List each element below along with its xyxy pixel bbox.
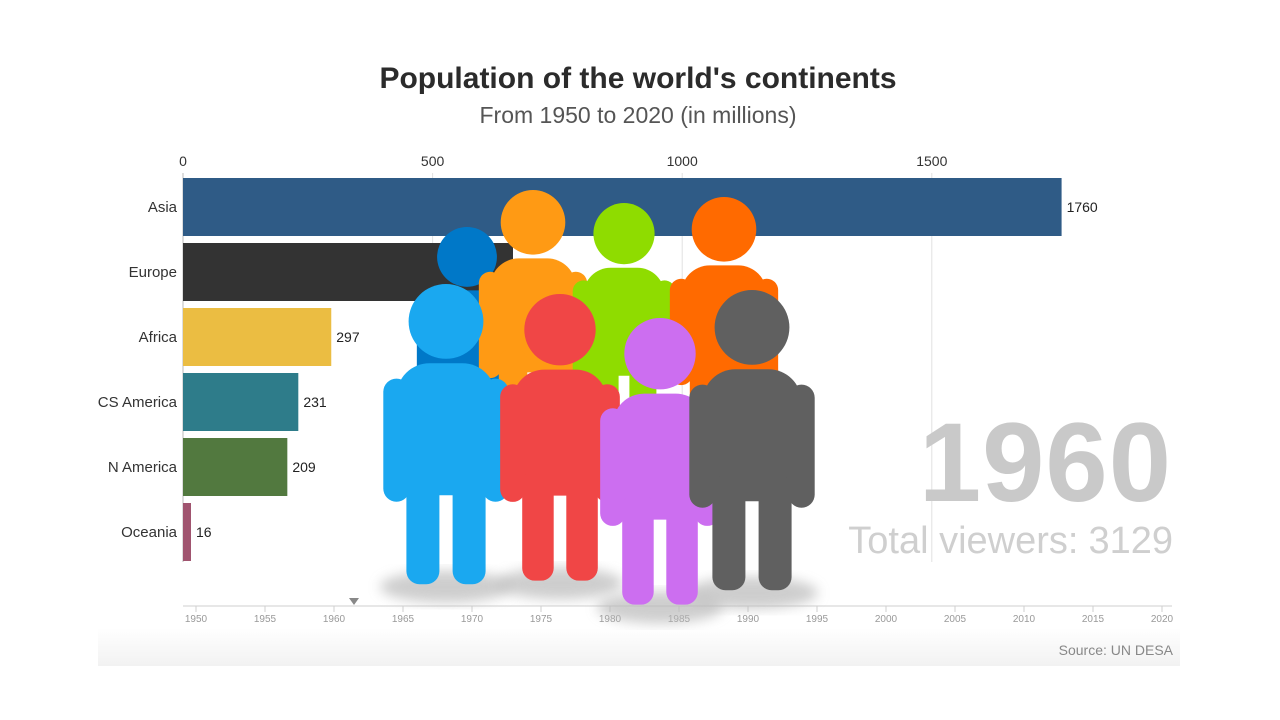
axis-tick-label: 1500 [916, 153, 947, 169]
timeline-tick-label: 2020 [1151, 614, 1174, 625]
chart-title: Population of the world's continents [379, 62, 897, 95]
timeline-tick-label: 2000 [875, 614, 898, 625]
bar-asia [183, 178, 1062, 236]
total-viewers: Total viewers: 3129 [838, 520, 1173, 563]
axis-tick-label: 1000 [667, 153, 698, 169]
category-label: Oceania [121, 524, 178, 541]
source-note: Source: UN DESA [1058, 642, 1173, 658]
timeline-tick-label: 1975 [530, 614, 553, 625]
value-label: 209 [292, 459, 316, 475]
category-label: CS America [98, 394, 178, 411]
bar-n-america [183, 438, 288, 496]
category-label: Asia [148, 199, 178, 216]
timeline-tick-label: 1970 [461, 614, 484, 625]
category-label: Africa [139, 329, 178, 346]
axis-tick-label: 0 [179, 153, 187, 169]
timeline-layer: 1950 1955 1960 1965 1970 1975 1980 1985 1990 1995… [183, 598, 1174, 625]
timeline-tick-label: 2010 [1013, 614, 1036, 625]
bar-africa [183, 308, 332, 366]
bar-cs-america [183, 373, 299, 431]
timeline-tick-label: 2015 [1082, 614, 1105, 625]
timeline-tick-label: 1990 [737, 614, 760, 625]
category-label: Europe [129, 264, 177, 281]
total-viewers-value: 3129 [1088, 520, 1173, 562]
timeline-tick-label: 1960 [323, 614, 346, 625]
timeline-tick-label: 1980 [599, 614, 622, 625]
axis-tick-label: 500 [421, 153, 445, 169]
value-label: 16 [196, 524, 212, 540]
bar-europe [183, 243, 513, 301]
bar-oceania [183, 503, 191, 561]
value-label: 297 [336, 329, 360, 345]
current-year-label: 1960 [918, 400, 1172, 525]
chart-subtitle: From 1950 to 2020 (in millions) [479, 102, 797, 128]
value-label: 1760 [1067, 199, 1098, 215]
timeline-tick-label: 1955 [254, 614, 277, 625]
value-label: 231 [303, 394, 327, 410]
total-viewers-label: Total viewers: [848, 520, 1079, 562]
category-label: N America [108, 459, 178, 476]
timeline-tick-label: 1950 [185, 614, 208, 625]
timeline-tick-label: 1985 [668, 614, 691, 625]
timeline-tick-label: 1965 [392, 614, 415, 625]
timeline-tick-label: 1995 [806, 614, 829, 625]
timeline-tick-label: 2005 [944, 614, 967, 625]
timeline-marker [349, 598, 359, 605]
footer-band [98, 628, 1180, 666]
